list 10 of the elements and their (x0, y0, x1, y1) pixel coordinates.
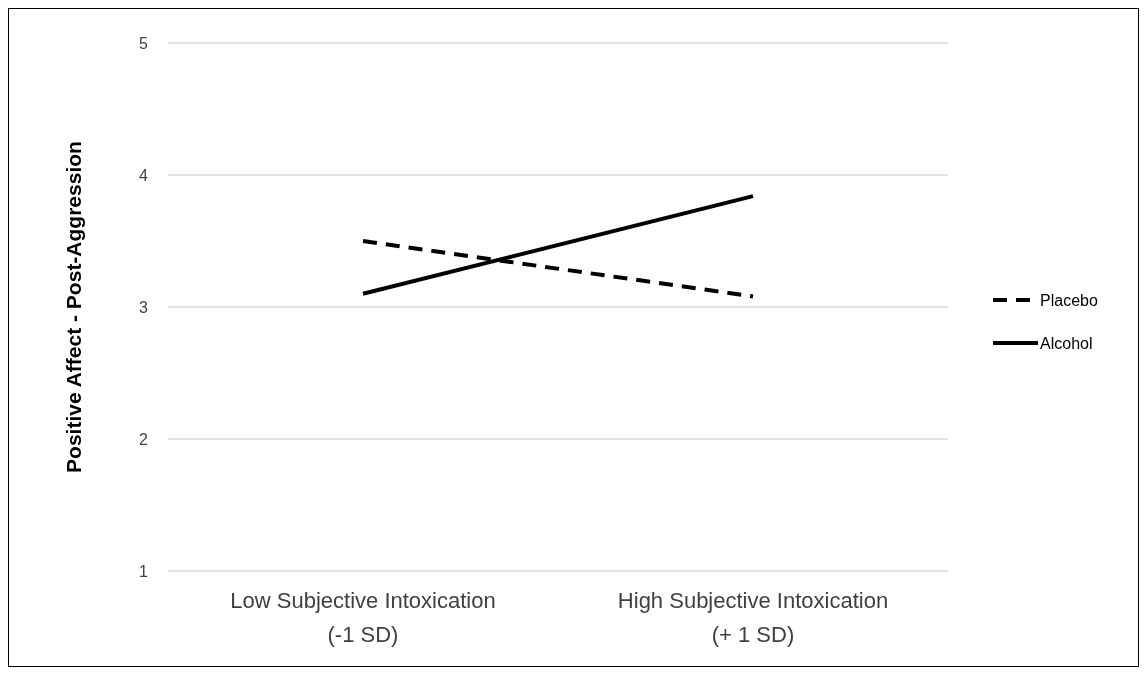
y-tick-label: 4 (139, 166, 149, 184)
y-axis-title: Positive Affect - Post-Aggression (62, 141, 85, 473)
y-tick-label: 3 (139, 298, 149, 316)
x-tick-label: Low Subjective Intoxication (-1 SD) (230, 588, 496, 647)
y-tick-label: 1 (139, 562, 149, 580)
x-tick-label: High Subjective Intoxication (+ 1 SD) (617, 588, 889, 647)
legend-label: Alcohol (1040, 334, 1093, 352)
legend-label: Placebo (1040, 291, 1098, 309)
y-tick-label: 5 (139, 34, 149, 52)
y-tick-label: 2 (139, 430, 149, 448)
